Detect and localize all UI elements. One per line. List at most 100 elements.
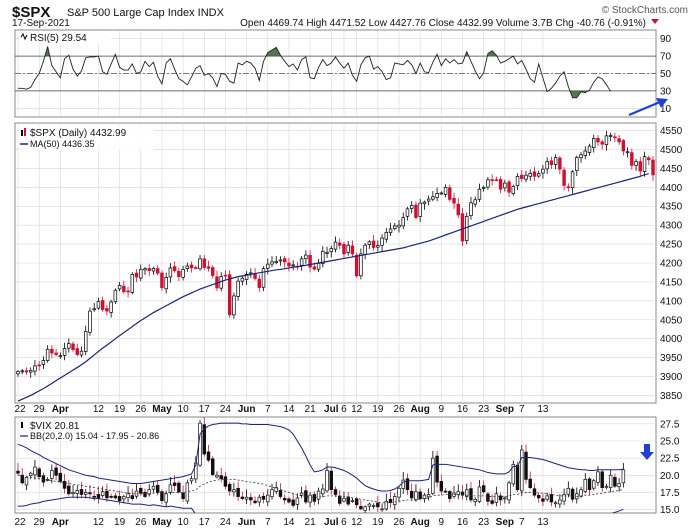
- price-candle: [608, 132, 613, 142]
- x-tick-label-mid: 21: [305, 404, 317, 415]
- vix-candle: [541, 493, 545, 507]
- price-candle: [566, 183, 571, 192]
- vix-candle: [587, 477, 592, 496]
- vix-candle: [536, 493, 541, 503]
- price-candle: [583, 146, 587, 160]
- price-tick-label: 4400: [660, 183, 683, 194]
- price-candle: [376, 240, 380, 252]
- price-candle: [562, 167, 566, 191]
- vix-candle: [409, 483, 414, 501]
- price-candle: [261, 266, 266, 292]
- price-tick-label: 3850: [660, 391, 683, 402]
- price-candle: [75, 343, 79, 357]
- price-candle: [342, 241, 346, 260]
- price-candle: [206, 260, 211, 272]
- price-candle: [617, 135, 621, 145]
- vix-candle: [109, 493, 113, 499]
- price-candle: [503, 179, 507, 192]
- vix-candle: [71, 485, 75, 498]
- price-candle: [494, 176, 499, 182]
- x-tick-label-bottom: 19: [114, 517, 126, 528]
- vix-candle: [223, 472, 228, 490]
- price-candle: [181, 265, 185, 281]
- price-candle: [185, 262, 190, 272]
- vix-candle: [291, 492, 295, 508]
- price-candle: [363, 242, 367, 260]
- price-candle: [592, 134, 596, 153]
- price-candle: [405, 206, 410, 221]
- x-tick-label-bottom: 12: [351, 517, 363, 528]
- vix-candle: [333, 486, 338, 497]
- vix-tick-label: 20.0: [660, 471, 680, 482]
- vix-candle: [147, 484, 151, 497]
- vix-candle: [570, 487, 575, 503]
- vix-candle: [422, 493, 427, 503]
- x-tick-label-mid: 24: [220, 404, 232, 415]
- price-candle: [139, 264, 143, 282]
- vix-candle: [126, 486, 130, 503]
- vix-candle: [143, 488, 147, 499]
- price-candle: [634, 159, 638, 171]
- x-tick-label-mid: 22: [14, 404, 26, 415]
- price-candle: [304, 250, 308, 264]
- x-tick-label-bottom: 16: [457, 517, 469, 528]
- price-legend: $SPX (Daily) 4432.99 MA(50) 4436.35: [19, 126, 154, 150]
- price-candle: [443, 184, 448, 198]
- index-name: S&P 500 Large Cap Index INDX: [67, 7, 225, 19]
- vix-candle: [270, 483, 274, 500]
- vix-candle: [443, 488, 448, 494]
- vix-candle: [473, 497, 477, 507]
- x-tick-label-mid: 26: [135, 404, 147, 415]
- ohlc-summary: Open 4469.74 High 4471.52 Low 4427.76 Cl…: [240, 18, 646, 29]
- price-candle: [92, 303, 96, 312]
- price-candle: [172, 261, 177, 273]
- price-candle: [67, 338, 71, 353]
- down-triangle-icon: [651, 19, 659, 24]
- price-candle: [244, 271, 249, 285]
- price-candle: [202, 255, 206, 271]
- vix-candle: [168, 476, 173, 495]
- price-candle: [113, 288, 118, 304]
- price-candle: [16, 369, 20, 377]
- vix-tick-label: 17.5: [660, 488, 680, 499]
- vix-candle: [481, 480, 486, 494]
- vix-candle: [58, 466, 63, 484]
- price-candle: [490, 174, 494, 186]
- price-candle: [215, 270, 219, 292]
- vix-candle: [562, 488, 566, 506]
- vix-candle: [185, 479, 190, 504]
- x-tick-label-mid: 29: [34, 404, 46, 415]
- price-candle: [58, 352, 63, 359]
- vix-candle: [240, 491, 245, 501]
- price-candle: [545, 157, 549, 174]
- price-candle: [50, 345, 54, 359]
- x-tick-label-bottom: 26: [135, 517, 147, 528]
- vix-candle: [426, 488, 431, 501]
- price-candle: [329, 245, 333, 258]
- vix-candle: [28, 471, 33, 480]
- price-candle: [274, 255, 278, 265]
- price-candle: [418, 198, 422, 223]
- price-candle: [84, 325, 88, 356]
- price-candle: [473, 196, 477, 208]
- vix-candle: [122, 494, 126, 504]
- price-candle: [41, 356, 46, 370]
- ma-legend-text: MA(50) 4436.35: [30, 139, 95, 149]
- symbol: $SPX: [12, 4, 50, 21]
- price-candle: [109, 299, 113, 318]
- x-tick-label-bottom: 22: [14, 517, 26, 528]
- vix-candle: [401, 471, 405, 494]
- vix-candle: [359, 500, 363, 511]
- x-tick-label-mid: 6: [341, 404, 347, 415]
- price-candle: [117, 281, 122, 292]
- price-candle: [570, 170, 575, 194]
- x-tick-label-mid: 13: [537, 404, 549, 415]
- price-candle: [587, 143, 592, 156]
- x-tick-label-bottom: Jul: [324, 517, 339, 528]
- vix-candle: [232, 482, 236, 497]
- x-tick-label-bottom: Apr: [52, 517, 69, 528]
- vix-candle: [545, 492, 549, 502]
- x-tick-label-bottom: 12: [93, 517, 105, 528]
- price-candle: [579, 152, 583, 163]
